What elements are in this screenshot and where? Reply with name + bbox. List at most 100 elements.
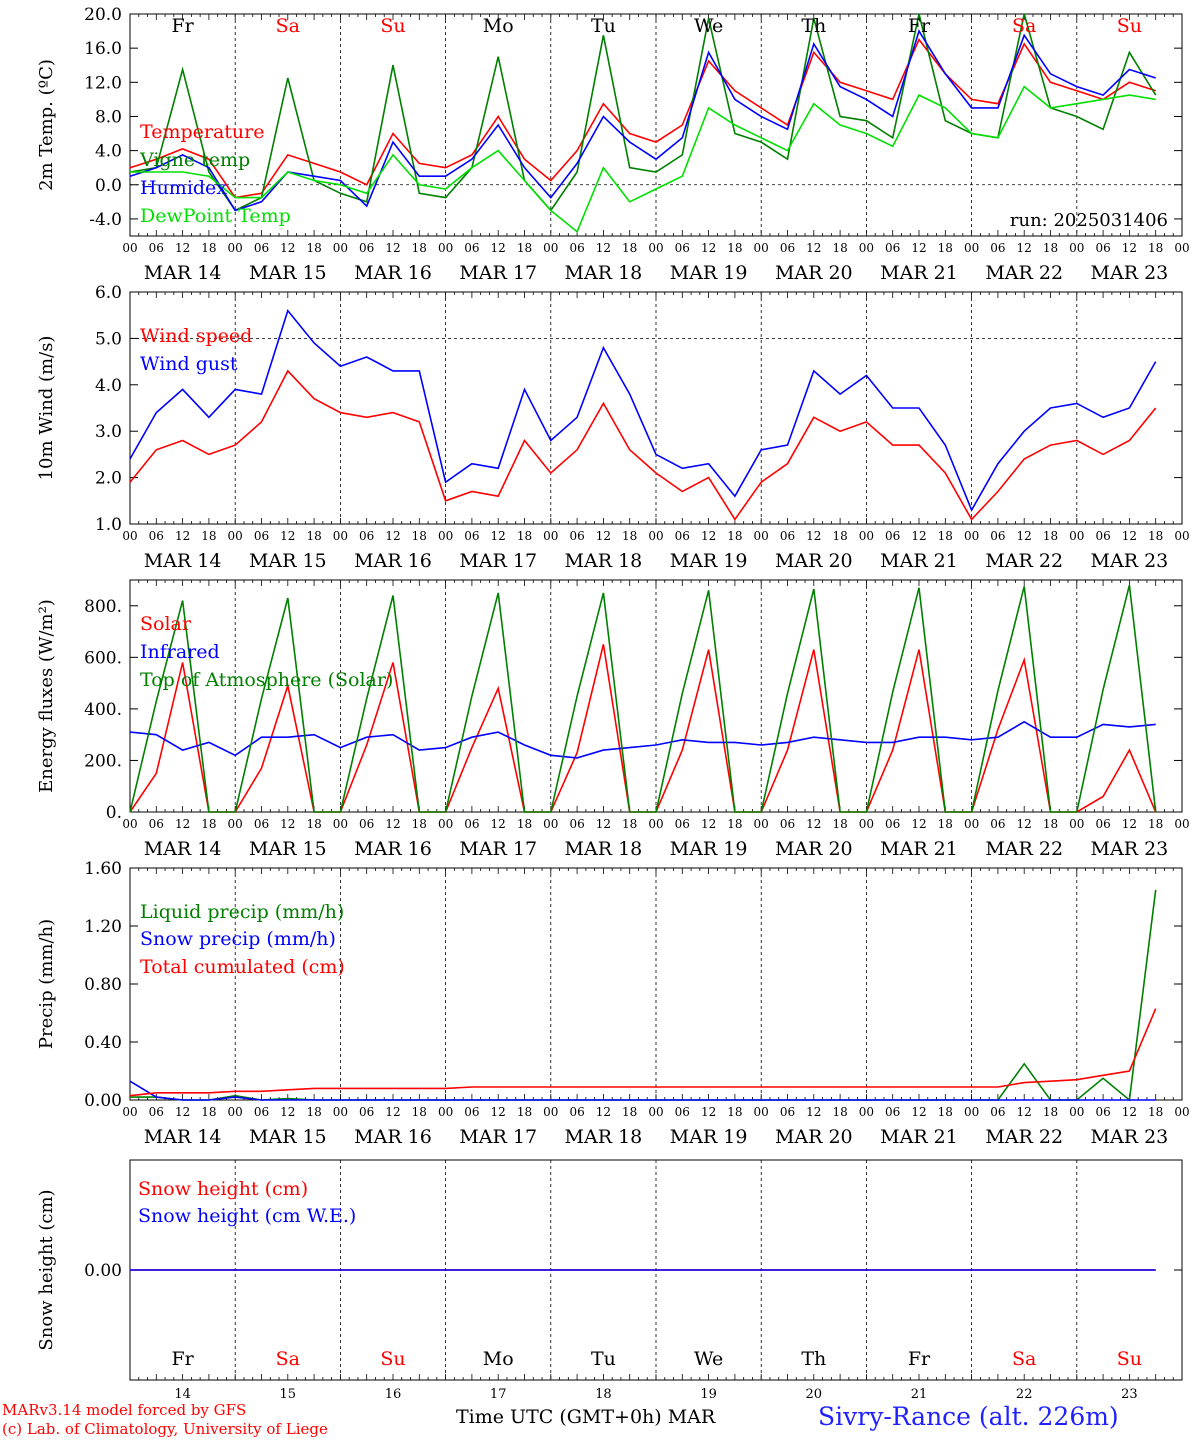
- day-number-label: 19: [700, 1387, 717, 1402]
- legend-entry: Snow height (cm): [138, 1178, 308, 1200]
- hour-tick-label: 18: [1043, 529, 1058, 543]
- hour-tick-label: 06: [990, 529, 1005, 543]
- y-tick-label: 200.: [84, 751, 122, 771]
- hour-tick-label: 12: [701, 817, 716, 831]
- weekday-label: Tu: [591, 15, 616, 37]
- hour-tick-label: 12: [911, 529, 926, 543]
- hour-tick-label: 12: [1017, 529, 1032, 543]
- hour-tick-label: 18: [727, 817, 742, 831]
- hour-tick-label: 18: [622, 1105, 637, 1119]
- hour-tick-label: 18: [517, 241, 532, 255]
- hour-tick-label: 00: [648, 817, 663, 831]
- hour-tick-label: 00: [859, 817, 874, 831]
- hour-tick-label: 18: [201, 529, 216, 543]
- hour-tick-label: 00: [543, 529, 558, 543]
- hour-tick-label: 12: [491, 1105, 506, 1119]
- hour-tick-label: 18: [517, 529, 532, 543]
- weekday-label: Mo: [483, 1348, 514, 1370]
- date-label: MAR 15: [249, 550, 327, 572]
- chart-panel-2: 6.0 5.0 4.0 3.0 2.0 1.0 10m Wind (m/s) Wind spe…: [36, 283, 1190, 572]
- date-label: MAR 22: [985, 262, 1063, 284]
- hour-tick-label: 00: [543, 1105, 558, 1119]
- hour-tick-label: 06: [780, 529, 795, 543]
- date-label: MAR 14: [144, 838, 222, 860]
- date-label: MAR 16: [354, 838, 432, 860]
- series-line-vigne-temp: [129, 13, 1157, 212]
- hour-tick-label: 12: [596, 529, 611, 543]
- hour-tick-label: 18: [727, 241, 742, 255]
- hour-tick-label: 12: [1017, 241, 1032, 255]
- legend-entry: Top of Atmosphere (Solar): [140, 669, 393, 691]
- hour-tick-label: 12: [175, 1105, 190, 1119]
- hour-tick-label: 12: [175, 529, 190, 543]
- y-tick-label: 0.00: [84, 1091, 122, 1111]
- hour-tick-label: 06: [359, 1105, 374, 1119]
- hour-tick-label: 06: [885, 817, 900, 831]
- hour-tick-label: 00: [648, 1105, 663, 1119]
- y-axis-label: Precip (mm/h): [36, 919, 57, 1049]
- hour-tick-label: 00: [1069, 529, 1084, 543]
- hour-tick-label: 00: [228, 817, 243, 831]
- weekday-label: Th: [801, 1348, 826, 1370]
- day-number-label: 14: [174, 1387, 191, 1402]
- y-axis-label: 2m Temp. (ºC): [36, 59, 57, 191]
- date-label: MAR 21: [880, 262, 958, 284]
- hour-tick-label: 06: [359, 241, 374, 255]
- hour-tick-label: 12: [1017, 817, 1032, 831]
- hour-tick-label: 18: [1148, 241, 1163, 255]
- hour-tick-label: 18: [938, 241, 953, 255]
- model-credit: MARv3.14 model forced by GFS: [2, 1401, 247, 1419]
- date-label: MAR 23: [1091, 1126, 1169, 1148]
- y-tick-label: 0.: [106, 803, 122, 823]
- hour-tick-label: 00: [964, 529, 979, 543]
- hour-tick-label: 06: [885, 241, 900, 255]
- weekday-label: Mo: [483, 15, 514, 37]
- hour-tick-label: 12: [1122, 817, 1137, 831]
- hour-tick-label: 06: [569, 1105, 584, 1119]
- chart-panel-1: 20.0 16.0 12.0 8.0 4.0 0.0 -4.0 2m Temp. (ºC) Te…: [36, 5, 1190, 284]
- legend-entry: Wind gust: [140, 353, 238, 375]
- hour-tick-label: 06: [359, 529, 374, 543]
- date-label: MAR 19: [670, 262, 748, 284]
- hour-tick-label: 12: [385, 529, 400, 543]
- day-number-label: 22: [1016, 1387, 1033, 1402]
- hour-tick-label: 06: [569, 817, 584, 831]
- weekday-label: We: [694, 1348, 723, 1370]
- legend-entry: DewPoint Temp: [140, 205, 291, 227]
- weekday-label: We: [694, 15, 723, 37]
- weekday-label: Su: [380, 1348, 405, 1370]
- y-tick-label: 400.: [84, 700, 122, 720]
- weekday-label: Sa: [276, 1348, 300, 1370]
- date-label: MAR 19: [670, 550, 748, 572]
- hour-tick-label: 06: [675, 1105, 690, 1119]
- legend-entry: Solar: [140, 613, 192, 635]
- hour-tick-label: 06: [149, 817, 164, 831]
- hour-tick-label: 00: [754, 1105, 769, 1119]
- date-label: MAR 21: [880, 550, 958, 572]
- hour-tick-label: 18: [727, 1105, 742, 1119]
- hour-tick-label: 00: [438, 1105, 453, 1119]
- date-label: MAR 16: [354, 550, 432, 572]
- hour-tick-label: 06: [254, 529, 269, 543]
- time-axis-label: Time UTC (GMT+0h) MAR: [456, 1406, 716, 1428]
- hour-tick-label: 12: [280, 817, 295, 831]
- hour-tick-label: 00: [228, 1105, 243, 1119]
- hour-tick-label: 18: [832, 1105, 847, 1119]
- date-label: MAR 15: [249, 838, 327, 860]
- series-line-infrared: [129, 720, 1156, 759]
- hour-tick-label: 18: [622, 241, 637, 255]
- station-name: Sivry-Rance (alt. 226m): [818, 1402, 1119, 1431]
- hour-tick-label: 00: [964, 241, 979, 255]
- hour-tick-label: 18: [622, 817, 637, 831]
- hour-tick-label: 00: [1069, 241, 1084, 255]
- hour-tick-label: 06: [990, 241, 1005, 255]
- hour-tick-label: 12: [491, 817, 506, 831]
- weekday-label: Th: [801, 15, 826, 37]
- y-tick-label: 4.0: [95, 376, 122, 396]
- date-label: MAR 22: [985, 550, 1063, 572]
- hour-tick-label: 06: [569, 529, 584, 543]
- weekday-label: Su: [1117, 15, 1142, 37]
- y-tick-label: 16.0: [84, 39, 122, 59]
- hour-tick-label: 06: [464, 817, 479, 831]
